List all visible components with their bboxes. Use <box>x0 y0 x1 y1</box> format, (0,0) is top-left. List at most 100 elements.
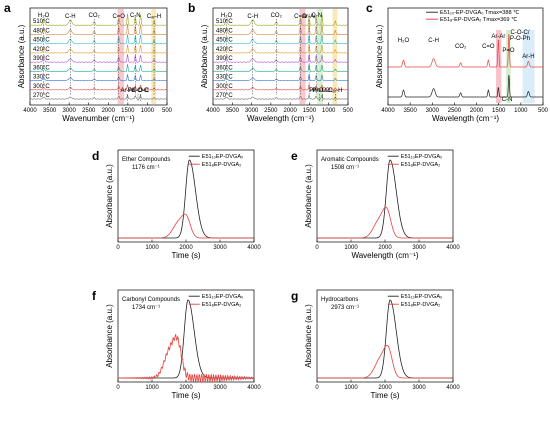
x-tick-label: 3500 <box>43 108 57 114</box>
peak-label: C-H <box>247 14 258 20</box>
series-line <box>29 24 168 35</box>
panel-letter-e: e <box>291 149 298 163</box>
series-line <box>212 13 349 26</box>
panel-d: d 0 1000 2000 3000 4000 Time (s) Absorbance (a.… <box>92 149 261 260</box>
legend-label: E51₈EP-DVGA₂ <box>202 302 242 308</box>
series-line <box>29 83 168 91</box>
x-axis-title-f: Time (s) <box>171 391 200 400</box>
series-label: 300°C <box>216 84 233 90</box>
plot-frame-c <box>387 7 544 106</box>
x-tick-label: 1000 <box>141 108 155 114</box>
panel-g: g 0 1000 2000 3000 4000 Time (s) Absorbance (a.… <box>291 289 460 400</box>
x-axis-title-a: Wavenumber (cm⁻¹) <box>62 114 135 123</box>
legend-label: E51₈EP-DVGA₂ <box>202 162 242 168</box>
peak-label: C=O <box>294 14 307 20</box>
x-tick-label: 500 <box>343 108 354 114</box>
series-line <box>29 94 168 100</box>
series-line <box>317 344 453 379</box>
x-axis-title-b: Wavelength (cm⁻¹) <box>247 114 314 123</box>
x-tick-label: 1000 <box>145 245 159 251</box>
series-label: 360°C <box>33 65 50 71</box>
series-line <box>212 24 349 35</box>
highlight-band <box>522 30 535 103</box>
highlight-band <box>506 30 511 103</box>
series-line <box>212 54 349 63</box>
x-tick-label: 3000 <box>412 385 426 391</box>
peak-label: Ar-Ar <box>491 34 505 40</box>
legend-label: E51₈-EP-DVGA₂ Tmax=369 ℃ <box>440 17 518 23</box>
highlight-band <box>317 9 323 104</box>
series-line <box>212 74 349 82</box>
x-tick-label: 2000 <box>102 108 116 114</box>
x-tick-label: 1500 <box>303 108 317 114</box>
x-tick-label: 500 <box>538 108 549 114</box>
plot-frame-a <box>29 7 168 106</box>
series-line <box>317 299 453 379</box>
peak-label: H₂O <box>221 13 233 19</box>
peak-label: H₂O <box>38 13 50 19</box>
panel-letter-a: a <box>4 1 11 15</box>
x-tick-label: 0 <box>315 385 319 391</box>
legend-label: E51₁₀EP-DVGA₀ <box>202 294 244 300</box>
highlight-band <box>151 9 157 104</box>
peak-label: CO₂ <box>455 44 467 50</box>
highlight-band <box>332 9 338 104</box>
series-label: 480°C <box>33 28 50 34</box>
x-axis-title-c: Wavelength (cm⁻¹) <box>432 114 499 123</box>
x-tick-label: 1000 <box>145 385 159 391</box>
x-tick-label: 2500 <box>264 108 278 114</box>
x-tick-label: 1000 <box>344 385 358 391</box>
x-tick-label: 500 <box>162 108 173 114</box>
x-tick-label: 0 <box>116 245 120 251</box>
x-tick-label: 1500 <box>492 108 506 114</box>
peak-label: CO₂ <box>89 13 101 19</box>
peak-label: C=O <box>112 14 125 20</box>
chart-subtitle: 1508 cm⁻¹ <box>331 165 359 171</box>
x-tick-label: 2500 <box>82 108 96 114</box>
x-tick-label: 3000 <box>426 108 440 114</box>
series-line <box>212 44 349 54</box>
peak-label: Ph-O-C <box>128 88 149 94</box>
x-tick-label: 3500 <box>403 108 417 114</box>
peak-label: C-H <box>428 38 439 44</box>
x-tick-label: 4000 <box>247 245 261 251</box>
y-axis-title-c: Absorbance (a.u.) <box>375 24 384 88</box>
series-line <box>29 44 168 54</box>
chart-title: Hydrocarbons <box>321 297 358 303</box>
series-label: 270°C <box>216 93 233 99</box>
x-tick-label: 4000 <box>206 108 220 114</box>
y-axis-title-d: Absorbance (a.u.) <box>105 164 114 228</box>
x-tick-label: 2000 <box>179 245 193 251</box>
x-tick-label: 2000 <box>283 108 297 114</box>
legend-label: E51₁₀-EP-DVGA₀ Tmax=388 ℃ <box>440 10 520 16</box>
series-line <box>118 299 254 379</box>
series-label: 270°C <box>33 93 50 99</box>
highlight-band <box>496 30 502 103</box>
chart-title: Ether Compounds <box>122 157 170 163</box>
x-tick-label: 2000 <box>179 385 193 391</box>
x-axis-title-d: Time (s) <box>171 251 200 260</box>
plot-frame-b <box>212 7 349 106</box>
peak-label: Ph-O-C <box>309 88 330 94</box>
peak-label: P-O-Ph <box>510 36 530 42</box>
series-label: 390°C <box>33 56 50 62</box>
chart-subtitle: 2973 cm⁻¹ <box>331 305 359 311</box>
peak-label: Ar-Ar <box>121 88 135 94</box>
x-tick-label: 0 <box>116 385 120 391</box>
peak-label: Ar-Ar <box>302 14 316 20</box>
peak-label: P=O <box>502 48 515 54</box>
series-label: 330°C <box>216 75 233 81</box>
peak-label: Cₐᵣ-H <box>147 14 161 20</box>
series-line <box>317 206 453 239</box>
panel-letter-f: f <box>92 289 97 303</box>
x-tick-label: 1500 <box>121 108 135 114</box>
x-tick-label: 4000 <box>23 108 37 114</box>
peak-label: C-N <box>130 13 141 19</box>
peak-label: Ph-O-C <box>312 88 333 94</box>
highlight-band <box>117 9 124 104</box>
peak-label: H₂O <box>398 38 410 44</box>
x-axis-title-e: Wavelength (cm⁻¹) <box>351 251 418 260</box>
x-tick-label: 3000 <box>62 108 76 114</box>
series-label: 420°C <box>216 47 233 53</box>
peak-label: Cₐᵣ-H <box>328 88 342 94</box>
